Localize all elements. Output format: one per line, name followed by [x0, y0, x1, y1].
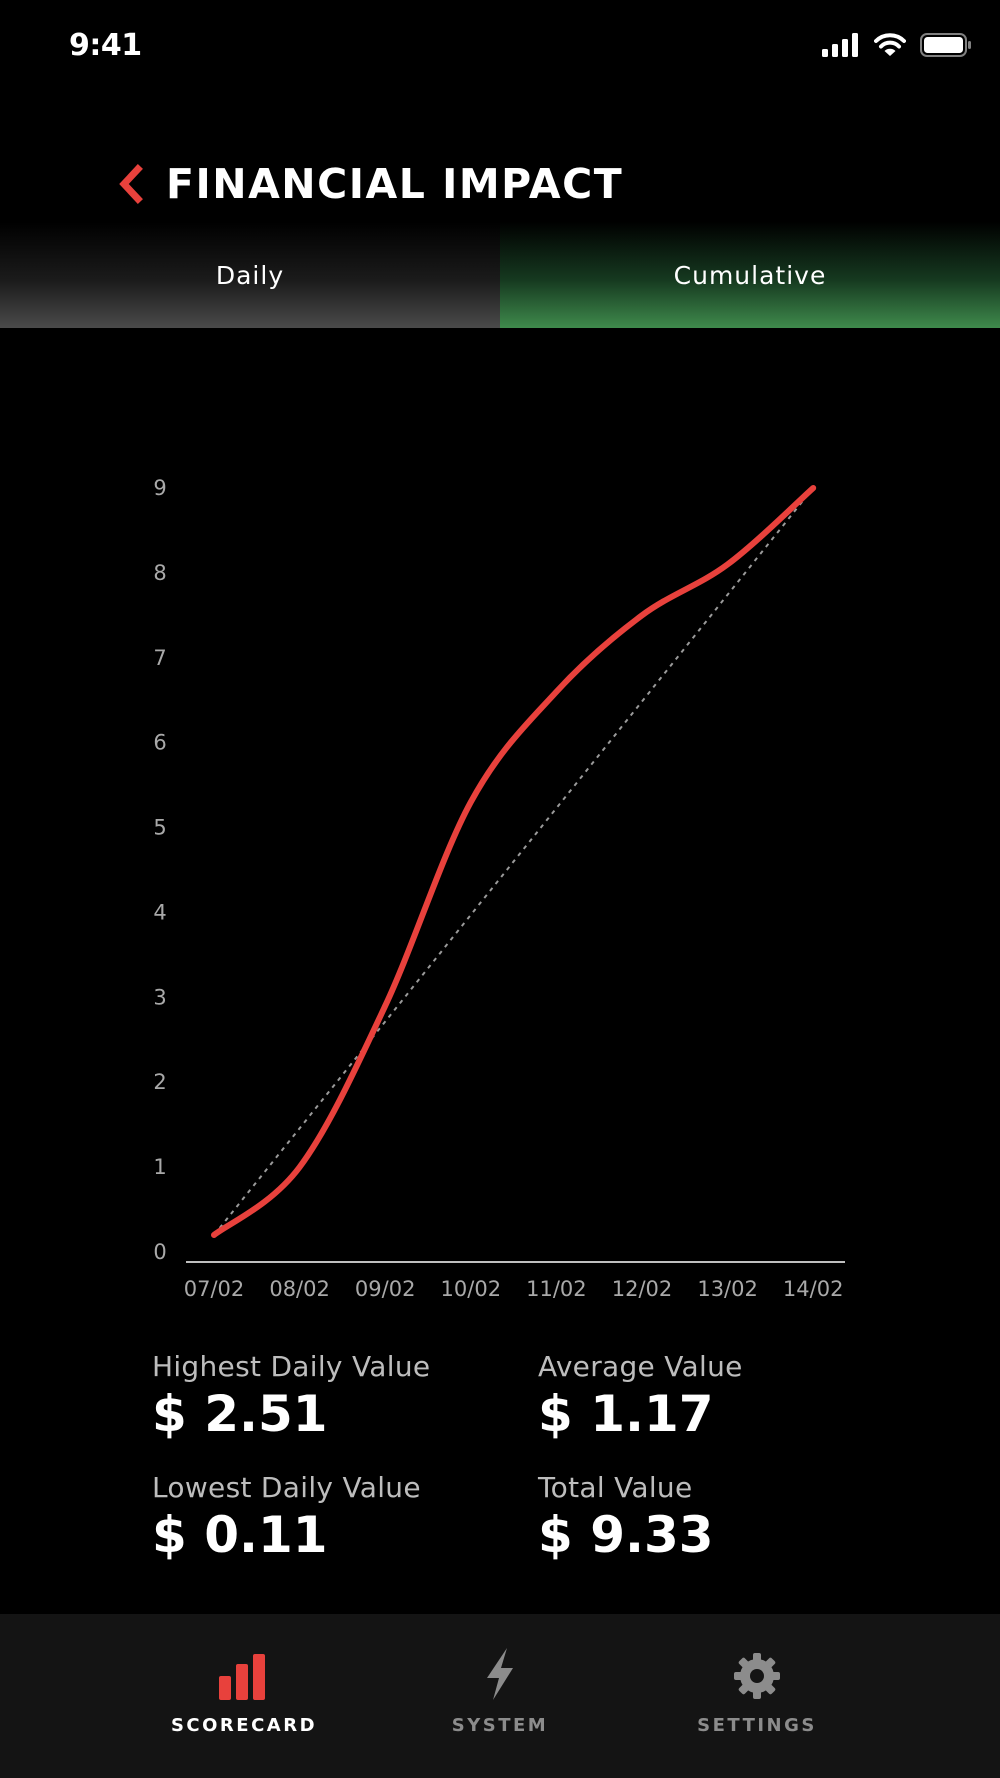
- tab-bar: Daily Cumulative: [0, 222, 1000, 328]
- data-point: [725, 561, 731, 567]
- y-tick-label: 8: [153, 561, 166, 585]
- data-point: [553, 689, 559, 695]
- stat-average: Average Value $ 1.17: [538, 1350, 918, 1443]
- y-tick-label: 0: [153, 1240, 166, 1264]
- back-button[interactable]: [112, 160, 152, 210]
- y-tick-label: 9: [153, 476, 166, 500]
- stat-total-value: $ 9.33: [538, 1506, 714, 1564]
- nav-scorecard-label: SCORECARD: [170, 1715, 318, 1736]
- data-point: [810, 485, 816, 491]
- stat-highest: Highest Daily Value $ 2.51: [152, 1350, 532, 1443]
- x-tick-label: 14/02: [783, 1277, 844, 1301]
- series-line: [211, 485, 817, 1239]
- y-tick-label: 5: [153, 816, 166, 840]
- tab-cumulative[interactable]: Cumulative: [500, 222, 1000, 328]
- gear-icon: [657, 1644, 857, 1700]
- stat-lowest-value: $ 0.11: [152, 1506, 328, 1564]
- tab-cumulative-label: Cumulative: [673, 260, 827, 290]
- x-tick-label: 08/02: [269, 1277, 330, 1301]
- nav-scorecard[interactable]: SCORECARD: [144, 1644, 344, 1736]
- tab-daily-label: Daily: [215, 260, 285, 290]
- chart-svg: 0 1 2 3 4 5 6 7 8 9 07/02 08/02 09/02 10/02 11/02 12/02…: [153, 476, 845, 1301]
- data-point: [639, 612, 645, 618]
- data-point: [468, 799, 474, 805]
- data-point: [211, 1232, 217, 1238]
- battery-icon: [920, 33, 971, 57]
- bottom-nav: SCORECARD SYSTEM SETTINGS: [0, 1614, 1000, 1778]
- stat-lowest: Lowest Daily Value $ 0.11: [152, 1471, 532, 1564]
- y-tick-label: 6: [153, 731, 166, 755]
- y-tick-label: 2: [153, 1070, 166, 1094]
- x-tick-label: 13/02: [697, 1277, 758, 1301]
- stat-highest-value: $ 2.51: [152, 1385, 328, 1443]
- stat-average-label: Average Value: [538, 1350, 743, 1383]
- status-time: 9:41: [69, 28, 142, 63]
- cumulative-chart: 0 1 2 3 4 5 6 7 8 9 07/02 08/02 09/02 10/02 11/02 12/02…: [0, 440, 1000, 1320]
- header: FINANCIAL IMPACT: [0, 150, 1000, 220]
- data-point: [382, 1003, 388, 1009]
- page-title: FINANCIAL IMPACT: [166, 160, 624, 208]
- stat-lowest-label: Lowest Daily Value: [152, 1471, 421, 1504]
- data-point: [297, 1164, 303, 1170]
- signal-icon: [822, 33, 858, 57]
- stat-average-value: $ 1.17: [538, 1385, 714, 1443]
- nav-system[interactable]: SYSTEM: [400, 1644, 600, 1736]
- wifi-icon: [874, 33, 906, 56]
- nav-settings[interactable]: SETTINGS: [657, 1644, 857, 1736]
- lightning-icon: [400, 1644, 600, 1700]
- x-tick-label: 11/02: [526, 1277, 587, 1301]
- stat-highest-label: Highest Daily Value: [152, 1350, 431, 1383]
- stat-total: Total Value $ 9.33: [538, 1471, 918, 1564]
- trend-line: [213, 487, 814, 1236]
- stat-total-label: Total Value: [538, 1471, 693, 1504]
- y-tick-label: 4: [153, 900, 166, 924]
- nav-settings-label: SETTINGS: [697, 1715, 817, 1736]
- x-tick-label: 12/02: [612, 1277, 673, 1301]
- status-bar: 9:41: [0, 0, 1000, 100]
- x-tick-label: 09/02: [355, 1277, 416, 1301]
- y-tick-label: 7: [153, 646, 166, 670]
- nav-system-label: SYSTEM: [451, 1715, 549, 1736]
- x-tick-label: 10/02: [441, 1277, 502, 1301]
- tab-daily[interactable]: Daily: [0, 222, 500, 328]
- y-tick-label: 1: [153, 1155, 166, 1179]
- status-icons: [822, 33, 972, 57]
- chevron-left-icon: [119, 164, 143, 204]
- y-tick-label: 3: [153, 985, 166, 1009]
- bar-chart-icon: [144, 1644, 344, 1700]
- x-tick-label: 07/02: [184, 1277, 245, 1301]
